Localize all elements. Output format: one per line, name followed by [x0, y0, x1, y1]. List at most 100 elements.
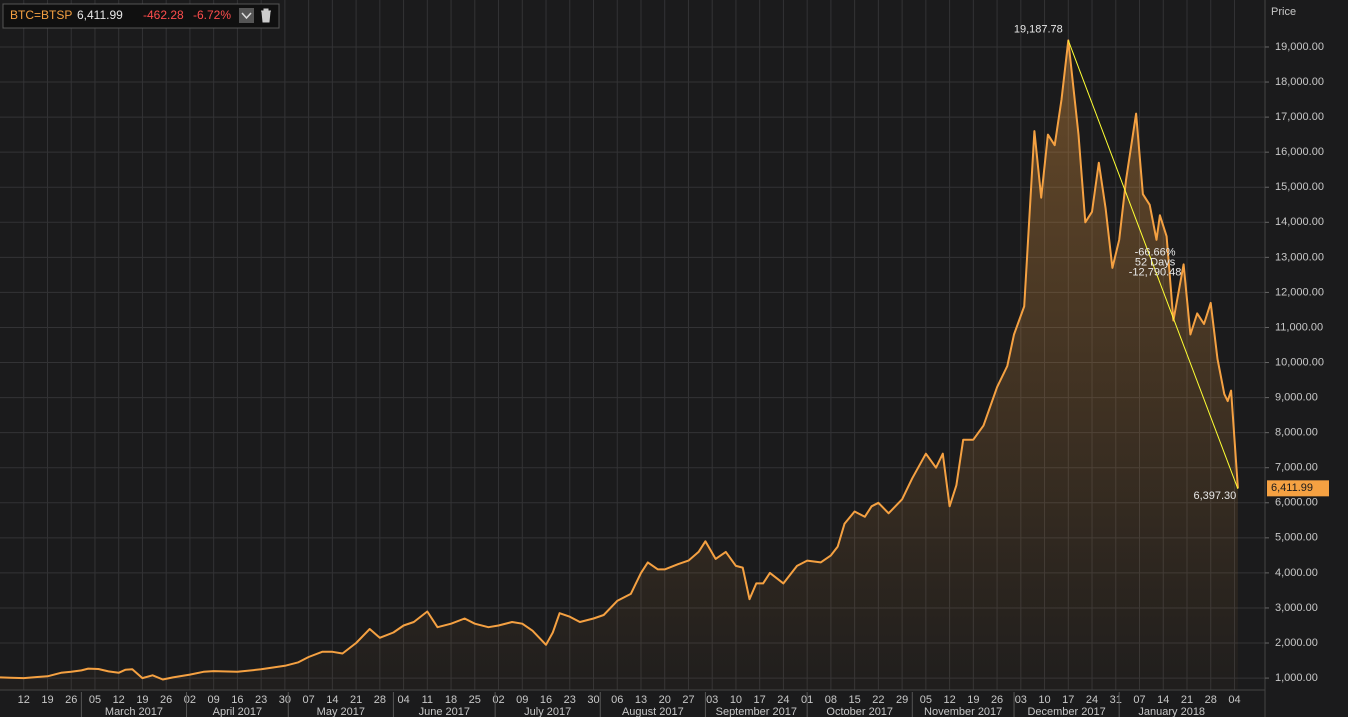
x-tick-label: 18	[445, 694, 457, 706]
y-tick-label: 13,000.00	[1275, 251, 1324, 263]
x-tick-label: 16	[231, 694, 243, 706]
x-tick-label: 13	[635, 694, 647, 706]
x-tick-label: 22	[872, 694, 884, 706]
y-tick-label: 2,000.00	[1275, 637, 1318, 649]
change-label: 52 Days	[1135, 257, 1176, 269]
y-tick-label: 9,000.00	[1275, 391, 1318, 403]
x-tick-label: 02	[492, 694, 504, 706]
x-tick-label: 31	[1110, 694, 1122, 706]
y-tick-label: 8,000.00	[1275, 427, 1318, 439]
x-tick-label: 11	[422, 694, 433, 706]
y-tick-label: 10,000.00	[1275, 356, 1324, 368]
x-tick-label: 26	[991, 694, 1003, 706]
y-tick-label: 5,000.00	[1275, 532, 1318, 544]
trendline	[1067, 40, 1239, 490]
x-tick-label: 29	[896, 694, 908, 706]
x-tick-label: 10	[1038, 694, 1050, 706]
price-line	[0, 39, 1239, 681]
y-tick-label: 3,000.00	[1275, 602, 1318, 614]
month-label: October 2017	[826, 706, 893, 717]
month-label: August 2017	[622, 706, 684, 717]
header-frame	[2, 3, 280, 29]
x-tick-label: 20	[659, 694, 671, 706]
x-tick-label: 26	[65, 694, 77, 706]
x-tick-label: 04	[397, 694, 409, 706]
y-axis-label: Price	[1271, 6, 1296, 18]
x-tick-label: 12	[943, 694, 955, 706]
x-tick-label: 27	[682, 694, 694, 706]
y-tick-label: 4,000.00	[1275, 567, 1318, 579]
x-tick-label: 19	[967, 694, 979, 706]
dropdown-icon	[241, 12, 252, 20]
y-tick-label: 15,000.00	[1275, 181, 1324, 193]
x-tick-label: 16	[540, 694, 552, 706]
peak-label: 19,187.78	[1014, 23, 1063, 35]
x-tick-label: 05	[89, 694, 101, 706]
x-tick-label: 03	[706, 694, 718, 706]
x-tick-label: 19	[41, 694, 53, 706]
x-tick-label: 12	[113, 694, 125, 706]
month-label: April 2017	[213, 706, 263, 717]
last-price-label: 6,411.99	[1271, 482, 1313, 494]
month-label: January 2018	[1138, 706, 1205, 717]
month-label: November 2017	[924, 706, 1002, 717]
y-tick-label: 7,000.00	[1275, 462, 1318, 474]
month-label: December 2017	[1027, 706, 1105, 717]
month-label: March 2017	[105, 706, 163, 717]
dropdown-button[interactable]	[239, 8, 254, 23]
x-tick-label: 21	[350, 694, 362, 706]
x-tick-label: 17	[1062, 694, 1074, 706]
y-tick-label: 14,000.00	[1275, 216, 1324, 228]
x-tick-label: 09	[516, 694, 528, 706]
delete-icon[interactable]	[261, 8, 271, 23]
y-tick-label: 12,000.00	[1275, 286, 1324, 298]
y-tick-label: 11,000.00	[1275, 321, 1323, 333]
price-area	[0, 40, 1238, 690]
y-tick-label: 17,000.00	[1275, 111, 1324, 123]
y-tick-label: 18,000.00	[1275, 76, 1324, 88]
month-label: July 2017	[524, 706, 571, 717]
header-box: BTC=BTSP 6,411.99 -462.28 -6.72%	[2, 3, 280, 29]
x-tick-label: 28	[1205, 694, 1217, 706]
x-tick-label: 24	[777, 694, 789, 706]
symbol: BTC=BTSP	[10, 8, 72, 22]
month-label: May 2017	[317, 706, 365, 717]
x-tick-label: 23	[564, 694, 576, 706]
x-tick-label: 14	[1157, 694, 1169, 706]
x-tick-label: 06	[611, 694, 623, 706]
change: -462.28	[143, 8, 184, 22]
x-tick-label: 12	[18, 694, 30, 706]
trough-label: 6,397.30	[1193, 490, 1236, 502]
x-tick-label: 15	[849, 694, 861, 706]
change-pct: -6.72%	[193, 8, 231, 22]
x-tick-label: 19	[136, 694, 148, 706]
x-tick-label: 04	[1228, 694, 1240, 706]
x-tick-label: 07	[1133, 694, 1145, 706]
last-price: 6,411.99	[77, 8, 123, 22]
x-tick-label: 02	[184, 694, 196, 706]
plot	[0, 0, 1265, 690]
x-tick-label: 14	[326, 694, 338, 706]
x-tick-label: 07	[302, 694, 314, 706]
x-tick-label: 21	[1181, 694, 1193, 706]
x-tick-label: 28	[374, 694, 386, 706]
x-tick-label: 17	[754, 694, 766, 706]
x-tick-label: 03	[1015, 694, 1027, 706]
y-tick-label: 1,000.00	[1275, 672, 1318, 684]
month-label: September 2017	[716, 706, 797, 717]
change-label: -12,790.48	[1129, 267, 1182, 279]
x-tick-label: 05	[920, 694, 932, 706]
month-label: June 2017	[419, 706, 470, 717]
x-tick-label: 08	[825, 694, 837, 706]
x-tick-label: 30	[587, 694, 599, 706]
x-tick-label: 10	[730, 694, 742, 706]
x-tick-label: 24	[1086, 694, 1098, 706]
x-tick-label: 25	[469, 694, 481, 706]
x-tick-label: 26	[160, 694, 172, 706]
y-tick-label: 6,000.00	[1275, 497, 1318, 509]
y-tick-label: 19,000.00	[1275, 41, 1324, 53]
y-tick-label: 16,000.00	[1275, 146, 1324, 158]
change-label: -66.66%	[1135, 247, 1176, 259]
